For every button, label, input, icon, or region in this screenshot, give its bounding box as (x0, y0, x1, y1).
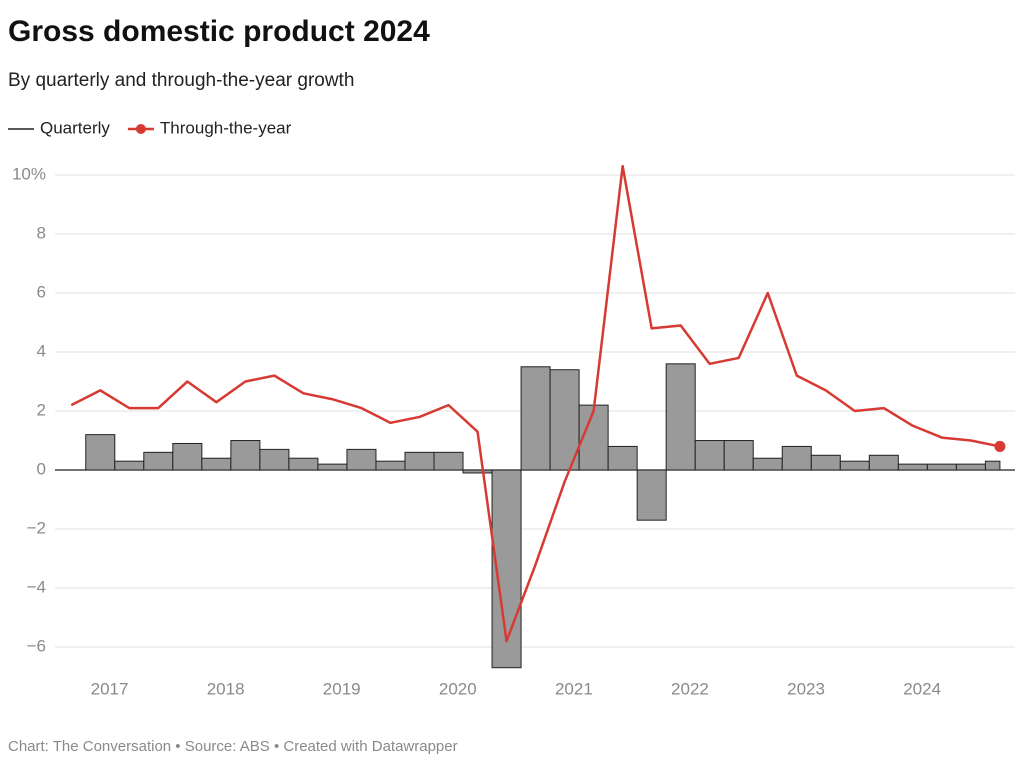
bar (259, 448, 290, 471)
x-tick-label: 2023 (787, 679, 825, 698)
bar (752, 457, 783, 471)
x-tick-label: 2019 (323, 679, 361, 698)
x-tick-label: 2021 (555, 679, 593, 698)
bar (926, 463, 957, 471)
y-tick-label: 10% (12, 164, 46, 183)
bar (723, 440, 754, 471)
bar (85, 434, 116, 471)
bar (955, 463, 986, 471)
bar (897, 463, 928, 471)
bar (346, 448, 377, 471)
bar (462, 469, 493, 474)
bar (404, 451, 435, 471)
bar (201, 457, 232, 471)
chart-title: Gross domestic product 2024 (8, 15, 430, 48)
bar (694, 440, 725, 471)
bar (114, 460, 145, 471)
bar (984, 460, 1001, 471)
bar (230, 440, 261, 471)
y-tick-label: −2 (27, 519, 46, 538)
bar (143, 451, 174, 471)
bar (172, 442, 203, 471)
bar (810, 454, 841, 471)
y-tick-label: −6 (27, 637, 46, 656)
line (70, 164, 1001, 643)
bar (288, 457, 319, 471)
bar (868, 454, 899, 471)
bar (607, 445, 638, 471)
bar (549, 369, 580, 471)
bar (433, 451, 464, 471)
legend-label: Quarterly (40, 118, 110, 137)
bar (636, 469, 667, 521)
y-tick-label: 8 (37, 223, 46, 242)
x-tick-label: 2024 (903, 679, 941, 698)
chart-subtitle: By quarterly and through-the-year growth (8, 70, 354, 91)
x-tick-label: 2017 (91, 679, 129, 698)
bar (375, 460, 406, 471)
bar (781, 445, 812, 471)
bars (85, 363, 1001, 669)
y-tick-label: 6 (37, 282, 46, 301)
bar (839, 460, 870, 471)
y-tick-label: 4 (37, 342, 46, 361)
y-tick-label: 2 (37, 401, 46, 420)
x-tick-label: 2022 (671, 679, 709, 698)
bar (317, 463, 348, 471)
bar (665, 363, 696, 471)
y-tick-label: 0 (37, 460, 46, 479)
bar (520, 366, 551, 471)
end-dot (994, 440, 1006, 452)
x-tick-label: 2020 (439, 679, 477, 698)
legend-dot (135, 124, 146, 134)
chart-footer: Chart: The Conversation • Source: ABS • … (8, 738, 458, 755)
x-tick-label: 2018 (207, 679, 245, 698)
lines (70, 164, 1006, 643)
y-tick-label: −4 (27, 578, 46, 597)
legend-label: Through-the-year (160, 118, 292, 137)
